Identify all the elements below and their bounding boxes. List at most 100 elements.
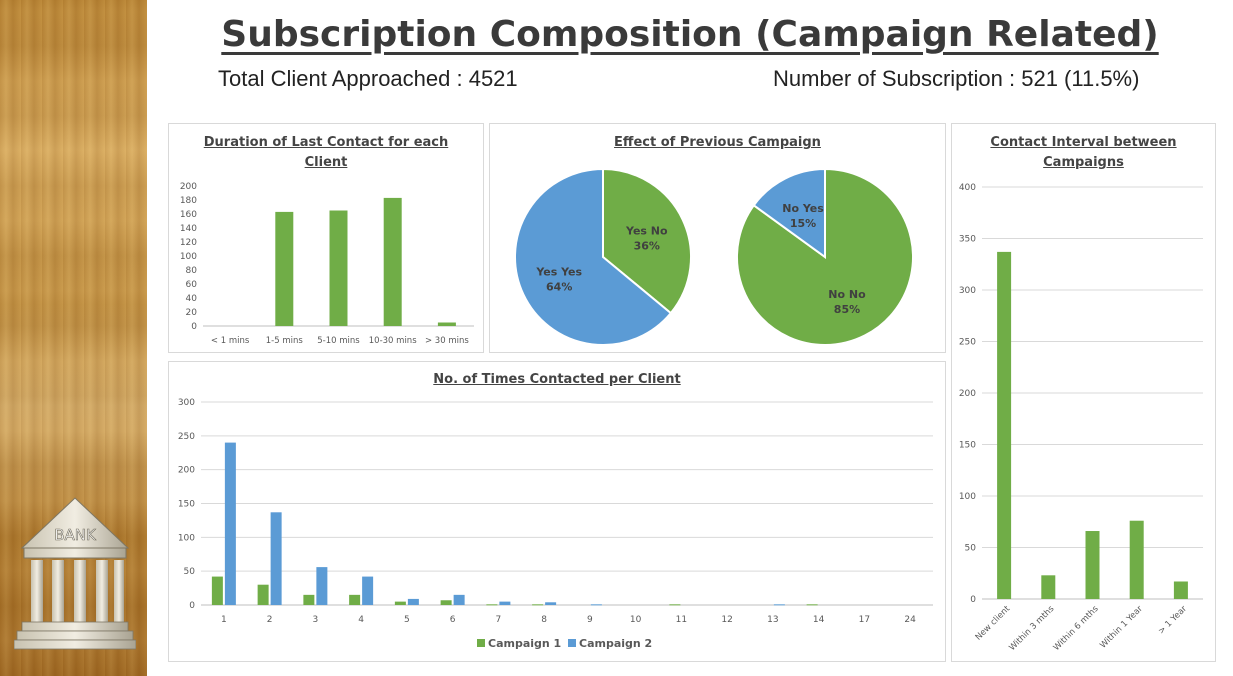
- times-x-tick-label: 12: [721, 615, 732, 625]
- interval-y-tick-label: 400: [959, 183, 976, 193]
- pie-slice-percent: 64%: [546, 281, 572, 294]
- contact-interval-title-line1: Contact Interval between: [990, 135, 1177, 150]
- times-y-tick-label: 200: [178, 466, 195, 476]
- times-bar-campaign-2: [545, 602, 557, 605]
- duration-chart-title-line2: Client: [304, 155, 348, 170]
- duration-y-tick-label: 100: [180, 252, 197, 262]
- duration-x-tick-label: > 30 mins: [425, 336, 469, 346]
- interval-y-tick-label: 100: [959, 492, 976, 502]
- duration-chart: 0 20 40 60 80 100 120 140 160 180 200 < 1 mins 1-5 m…: [180, 182, 474, 346]
- times-x-tick-label: 8: [541, 615, 547, 625]
- times-bar-campaign-2: [453, 594, 465, 605]
- times-bar-campaign-2: [316, 567, 328, 605]
- duration-bar: [329, 210, 348, 326]
- duration-bar: [383, 197, 402, 326]
- times-x-tick-label: 9: [587, 615, 593, 625]
- interval-bar: [997, 251, 1012, 599]
- pie-slice-percent: 85%: [834, 303, 860, 316]
- times-x-tick-label: 17: [859, 615, 870, 625]
- interval-y-tick-label: 50: [965, 544, 977, 554]
- duration-bar: [275, 211, 294, 326]
- interval-x-tick-label: > 1 Year: [1157, 604, 1190, 637]
- interval-y-tick-label: 200: [959, 389, 976, 399]
- times-y-tick-label: 150: [178, 500, 195, 510]
- pie-slice-label: Yes Yes: [535, 266, 582, 279]
- legend-label: Campaign 2: [579, 637, 652, 650]
- previous-campaign-title: Effect of Previous Campaign: [614, 135, 821, 150]
- pie-slice-label: Yes No: [625, 224, 668, 237]
- times-x-tick-label: 10: [630, 615, 642, 625]
- times-contacted-title: No. of Times Contacted per Client: [433, 372, 681, 387]
- times-bar-campaign-1: [303, 594, 315, 605]
- interval-bar: [1173, 581, 1188, 599]
- times-x-tick-label: 2: [267, 615, 273, 625]
- duration-chart-title-line1: Duration of Last Contact for each: [203, 135, 449, 150]
- times-bar-campaign-1: [394, 601, 406, 605]
- times-x-tick-label: 24: [904, 615, 916, 625]
- contact-interval-title: Contact Interval between Campaigns: [952, 133, 1215, 173]
- pie-slice-label: No Yes: [782, 202, 824, 215]
- interval-bar: [1129, 520, 1144, 599]
- duration-x-tick-label: 10-30 mins: [369, 336, 417, 346]
- pie-slice: [752, 167, 826, 259]
- times-x-tick-label: 14: [813, 615, 825, 625]
- times-x-tick-label: 1: [221, 615, 227, 625]
- times-bar-campaign-1: [532, 604, 544, 606]
- pie-slice-percent: 15%: [790, 217, 816, 230]
- duration-bar: [437, 322, 456, 326]
- duration-y-tick-label: 180: [180, 196, 197, 206]
- total-clients-label: Total Client Approached : 4521: [218, 66, 518, 91]
- duration-y-tick-label: 20: [186, 308, 198, 318]
- legend-swatch: [477, 639, 485, 647]
- duration-y-tick-label: 140: [180, 224, 197, 234]
- subscription-count-label: Number of Subscription : 521 (11.5%): [773, 66, 1140, 91]
- sidebar-decoration: BANK: [0, 0, 147, 676]
- times-x-tick-label: 7: [496, 615, 502, 625]
- times-bar-campaign-2: [270, 512, 282, 605]
- times-contacted-panel: No. of Times Contacted per Client 0 50 100…: [168, 361, 946, 662]
- times-bar-campaign-1: [349, 594, 361, 605]
- duration-y-tick-label: 0: [191, 322, 197, 332]
- times-bar-campaign-1: [440, 600, 452, 605]
- times-x-tick-label: 3: [313, 615, 319, 625]
- interval-y-tick-label: 300: [959, 286, 976, 296]
- duration-y-tick-label: 40: [186, 294, 198, 304]
- times-y-tick-label: 300: [178, 398, 195, 408]
- duration-y-tick-label: 80: [186, 266, 198, 276]
- times-y-tick-label: 50: [184, 567, 196, 577]
- duration-x-tick-label: 5-10 mins: [317, 336, 360, 346]
- times-bar-campaign-2: [224, 442, 236, 605]
- times-x-tick-label: 4: [358, 615, 364, 625]
- legend-swatch: [568, 639, 576, 647]
- times-y-tick-label: 0: [189, 601, 195, 611]
- times-bar-campaign-2: [773, 604, 785, 606]
- duration-y-tick-label: 60: [186, 280, 198, 290]
- times-x-tick-label: 6: [450, 615, 456, 625]
- times-bar-campaign-2: [407, 598, 419, 605]
- bank-logo-text: BANK: [54, 526, 97, 544]
- interval-bar: [1041, 575, 1056, 599]
- previous-campaign-panel: Effect of Previous Campaign Yes No 36% Yes…: [489, 123, 946, 353]
- bank-logo: BANK: [14, 497, 136, 650]
- interval-x-tick-label: Within 1 Year: [1098, 604, 1145, 651]
- duration-y-tick-label: 120: [180, 238, 197, 248]
- duration-y-tick-label: 160: [180, 210, 197, 220]
- legend-label: Campaign 1: [488, 637, 561, 650]
- times-bar-campaign-1: [669, 604, 681, 606]
- pie-slice: [602, 167, 692, 315]
- pie-slice-percent: 36%: [634, 239, 660, 252]
- times-x-tick-label: 5: [404, 615, 410, 625]
- pie-slice: [514, 167, 673, 346]
- interval-y-tick-label: 250: [959, 338, 976, 348]
- times-bar-campaign-1: [486, 604, 498, 606]
- duration-x-tick-label: 1-5 mins: [266, 336, 304, 346]
- times-bar-campaign-1: [211, 576, 223, 605]
- times-x-tick-label: 11: [676, 615, 687, 625]
- times-bar-campaign-1: [257, 584, 269, 605]
- duration-x-tick-label: < 1 mins: [211, 336, 250, 346]
- times-bar-campaign-2: [362, 576, 374, 605]
- duration-chart-title: Duration of Last Contact for each Client: [169, 133, 483, 173]
- interval-x-tick-label: Within 6 mths: [1052, 604, 1101, 653]
